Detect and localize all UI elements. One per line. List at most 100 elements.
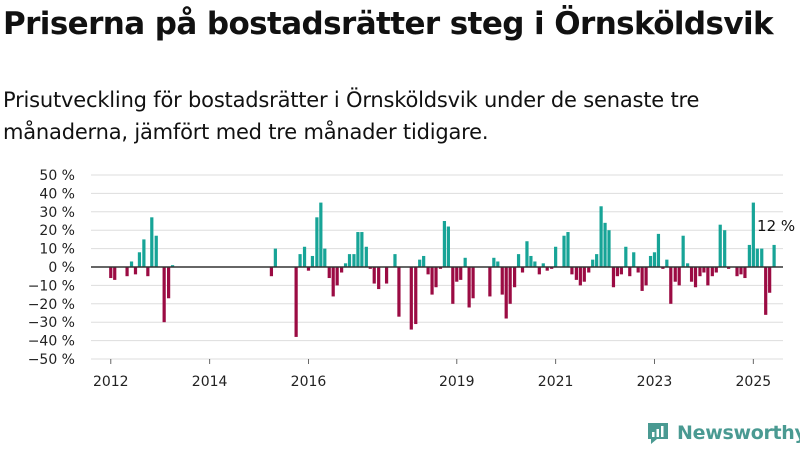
bar [640, 267, 644, 291]
bar [727, 267, 731, 269]
bar [310, 255, 315, 267]
bar [170, 265, 175, 267]
bar [566, 232, 570, 267]
bar [364, 246, 368, 267]
x-tick-label: 2021 [538, 374, 574, 390]
bar [619, 267, 623, 275]
bar [512, 267, 517, 288]
bar [599, 206, 603, 267]
bar [434, 267, 438, 288]
newsworthy-logo-icon [648, 423, 668, 444]
bar [154, 235, 158, 267]
bar [772, 244, 776, 267]
last-value-label: 12 % [757, 217, 795, 235]
bar [125, 267, 129, 277]
bar [137, 252, 142, 267]
bar [319, 202, 323, 267]
bar [488, 267, 492, 297]
bar [418, 259, 422, 267]
bar [718, 224, 722, 267]
bar [689, 267, 694, 282]
y-tick-label: −10 % [28, 278, 75, 294]
bar [743, 267, 747, 279]
x-axis: 2012 2014 2016 2019 2021 2023 2025 [93, 359, 771, 390]
bar [302, 246, 307, 267]
newsworthy-logo: Newsworthy [645, 420, 800, 446]
bar [451, 267, 455, 304]
bar [269, 267, 274, 277]
bar [545, 267, 549, 271]
bar [661, 267, 665, 269]
bar [595, 254, 599, 267]
bar [368, 267, 372, 269]
bar [384, 267, 389, 284]
bar [537, 267, 541, 275]
bar [422, 255, 426, 267]
bar [306, 267, 311, 271]
bar [150, 217, 154, 267]
annotations: 12 % [757, 217, 795, 235]
bar [298, 254, 302, 267]
brand-name: Newsworthy [677, 422, 800, 444]
bar [574, 267, 578, 280]
bar [632, 252, 636, 267]
bar [520, 267, 525, 273]
bar [723, 230, 727, 267]
bar [508, 267, 512, 304]
bar [591, 259, 595, 267]
y-tick-label: −20 % [28, 297, 75, 313]
bar [504, 267, 508, 319]
bar [372, 267, 376, 284]
bar [446, 226, 450, 267]
y-tick-label: 30 % [39, 205, 75, 221]
bar [751, 202, 755, 267]
bar [768, 267, 772, 293]
bar [273, 248, 277, 267]
bar [529, 255, 533, 267]
y-tick-label: 50 % [39, 168, 75, 184]
bar [109, 267, 113, 279]
bar [693, 267, 698, 288]
bar [652, 252, 657, 267]
bar [550, 267, 554, 269]
bar [644, 267, 648, 286]
bar [587, 267, 591, 273]
bar [294, 267, 298, 337]
bar [377, 267, 381, 290]
y-tick-label: −40 % [28, 334, 75, 350]
bar [665, 259, 669, 267]
page-subtitle: Prisutveckling för bostadsrätter i Örnsk… [3, 88, 700, 144]
bar [747, 244, 751, 267]
bar [455, 267, 459, 282]
bar [426, 267, 430, 275]
bar [438, 267, 443, 269]
bar [414, 267, 418, 325]
x-tick-label: 2025 [736, 374, 772, 390]
bar [343, 263, 348, 267]
bar [611, 267, 616, 288]
bar [393, 254, 397, 267]
y-tick-label: 0 % [48, 260, 75, 276]
bar [339, 267, 344, 273]
y-tick-label: 40 % [39, 186, 75, 202]
bar [525, 241, 529, 267]
bar [615, 267, 620, 277]
price-change-chart: 50 % 40 % 30 % 20 % 10 % 0 % −10 % −20 % −30 % −4… [28, 168, 795, 390]
bar [607, 230, 611, 267]
bar [677, 267, 681, 286]
bar [533, 261, 537, 267]
bar [628, 267, 632, 277]
bar [739, 267, 743, 275]
bar [578, 267, 582, 286]
bar [459, 267, 463, 280]
y-tick-label: −50 % [28, 352, 75, 368]
x-tick-label: 2019 [439, 374, 475, 390]
bar [430, 267, 434, 295]
bar [500, 267, 504, 295]
page-title: Priserna på bostadsrätter steg i Örnsköl… [3, 6, 774, 42]
bar [582, 267, 586, 282]
bar [409, 267, 413, 330]
bar [656, 233, 661, 267]
bar [360, 232, 364, 267]
x-tick-label: 2016 [291, 374, 327, 390]
